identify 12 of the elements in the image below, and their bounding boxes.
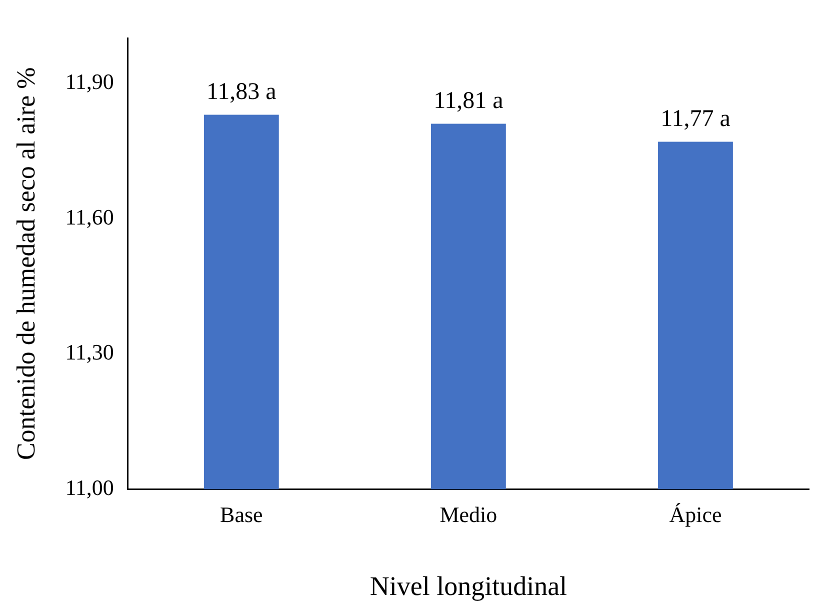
x-tick-label: Base: [220, 502, 263, 528]
y-tick-label: 11,00: [65, 474, 114, 500]
y-axis-title: Contenido de humedad seco al aire %: [11, 67, 40, 460]
data-label: 11,77 a: [660, 106, 731, 132]
x-tick-label: Medio: [440, 502, 498, 528]
data-label: 11,83 a: [206, 79, 277, 105]
data-label: 11,81 a: [434, 88, 504, 114]
y-tick-label: 11,90: [65, 68, 114, 94]
y-tick-label: 11,30: [65, 340, 114, 365]
x-tick-label: Ápice: [669, 502, 722, 528]
y-tick-label: 11,60: [65, 204, 114, 230]
x-axis-title: Nivel longitudinal: [370, 570, 568, 601]
